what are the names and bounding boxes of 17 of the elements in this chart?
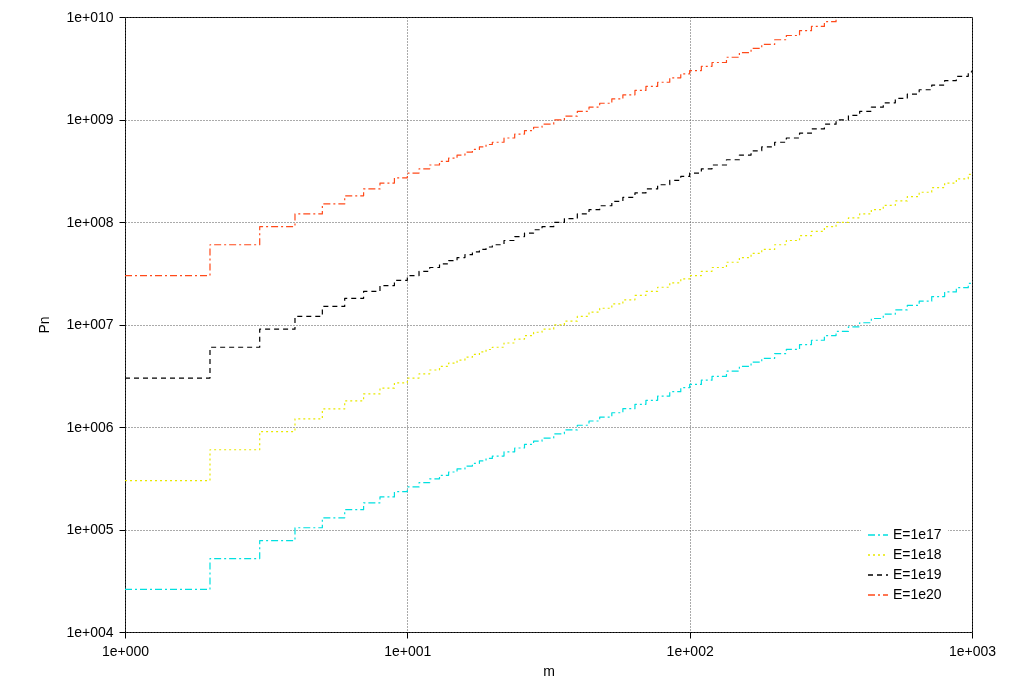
y-tick-label: 1e+008	[66, 213, 114, 230]
y-tick-label: 1e+004	[66, 623, 114, 640]
x-tick-label: 1e+003	[948, 642, 997, 659]
y-tick-label: 1e+009	[66, 111, 114, 127]
x-tick-label: 1e+002	[666, 642, 714, 659]
x-axis-title: m	[543, 662, 555, 679]
legend-label: E=1e18	[893, 546, 942, 562]
legend-label: E=1e20	[893, 586, 942, 602]
y-tick-label: 1e+005	[66, 521, 114, 537]
y-axis-title: Pn	[36, 316, 53, 334]
y-tick-label: 1e+006	[66, 418, 114, 435]
x-tick-label: 1e+001	[384, 642, 432, 659]
x-tick-label: 1e+000	[101, 642, 150, 659]
y-tick-label: 1e+010	[66, 8, 114, 25]
legend-label: E=1e17	[893, 526, 942, 542]
y-tick-label: 1e+007	[66, 316, 114, 332]
legend-label: E=1e19	[893, 566, 942, 582]
